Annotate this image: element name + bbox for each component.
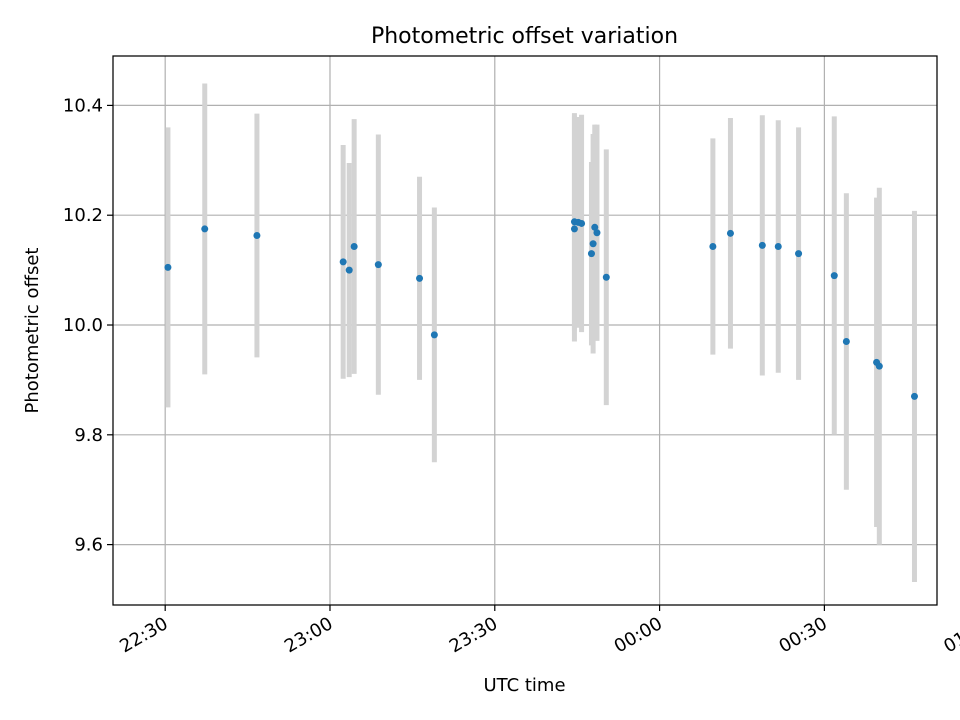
data-point — [875, 362, 883, 370]
y-axis-label: Photometric offset — [22, 248, 43, 414]
data-point — [339, 258, 347, 266]
chart-title: Photometric offset variation — [371, 24, 678, 49]
data-point — [374, 261, 382, 269]
data-point — [578, 219, 586, 227]
data-point — [430, 331, 438, 339]
y-tick-label: 10.4 — [63, 95, 103, 116]
data-point — [830, 272, 838, 280]
data-point — [350, 243, 358, 251]
data-point — [842, 337, 850, 345]
data-point — [910, 392, 918, 400]
data-point — [795, 250, 803, 258]
plot-frame — [112, 55, 938, 606]
data-point — [416, 274, 424, 282]
data-point — [709, 243, 717, 251]
data-point — [589, 240, 597, 248]
data-points — [164, 218, 918, 400]
data-point — [758, 241, 766, 249]
data-point — [602, 273, 610, 281]
data-point — [164, 263, 172, 271]
data-point — [570, 225, 578, 233]
data-point — [593, 229, 601, 237]
data-point — [774, 243, 782, 251]
x-axis-label: UTC time — [483, 675, 565, 696]
data-point — [345, 266, 353, 274]
data-point — [253, 232, 261, 240]
y-tick-label: 9.6 — [74, 535, 103, 556]
y-tick-label: 9.8 — [74, 425, 103, 446]
data-point — [726, 229, 734, 237]
data-point — [587, 250, 595, 258]
data-point — [591, 223, 599, 231]
y-tick-label: 10.0 — [63, 315, 103, 336]
data-point — [201, 225, 209, 233]
y-tick-label: 10.2 — [63, 205, 103, 226]
